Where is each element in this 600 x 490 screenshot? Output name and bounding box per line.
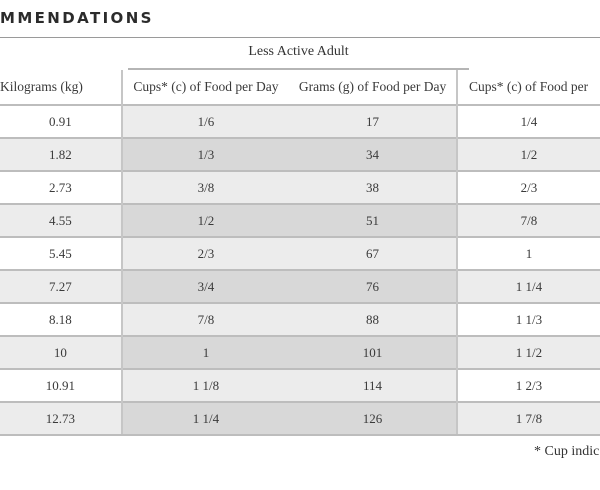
kilograms-cell: 10.91 xyxy=(0,368,122,402)
cups-next-cell: 1 1/2 xyxy=(455,335,600,369)
feeding-table: Kilograms (kg) Cups* (c) of Food per Day… xyxy=(0,70,600,436)
footnote: * Cup indic xyxy=(534,444,600,459)
kilograms-cell: 0.91 xyxy=(0,104,122,138)
grams-cell: 114 xyxy=(289,368,457,402)
section-heading: MMENDATIONS xyxy=(0,9,154,27)
kilograms-cell: 10 xyxy=(0,335,122,369)
cups-cell: 7/8 xyxy=(120,302,290,336)
table-row: 10.91 1 1/8 114 1 2/3 xyxy=(0,368,600,402)
group-label-less-active-adult: Less Active Adult xyxy=(248,44,349,59)
cups-cell: 1/3 xyxy=(120,137,290,171)
cups-next-cell: 1 1/3 xyxy=(455,302,600,336)
table-header-row: Kilograms (kg) Cups* (c) of Food per Day… xyxy=(0,70,600,105)
cups-cell: 1 1/8 xyxy=(120,368,290,402)
header-kilograms: Kilograms (kg) xyxy=(0,79,83,94)
cups-cell: 1/6 xyxy=(120,104,290,138)
table-row: 4.55 1/2 51 7/8 xyxy=(0,203,600,237)
grams-cell: 126 xyxy=(289,401,457,436)
group-underline xyxy=(128,68,469,70)
cups-cell: 3/8 xyxy=(120,170,290,204)
cups-next-cell: 1 xyxy=(455,236,600,270)
cups-cell: 1/2 xyxy=(120,203,290,237)
kilograms-cell: 7.27 xyxy=(0,269,122,303)
header-cups-per-day-next-group: Cups* (c) of Food per xyxy=(455,70,600,105)
grams-cell: 17 xyxy=(289,104,457,138)
table-row: 7.27 3/4 76 1 1/4 xyxy=(0,269,600,303)
grams-cell: 38 xyxy=(289,170,457,204)
cups-cell: 1 1/4 xyxy=(120,401,290,436)
cups-next-cell: 1/4 xyxy=(455,104,600,138)
table-row: 2.73 3/8 38 2/3 xyxy=(0,170,600,204)
grams-cell: 88 xyxy=(289,302,457,336)
grams-cell: 34 xyxy=(289,137,457,171)
cups-next-cell: 1 2/3 xyxy=(455,368,600,402)
grams-cell: 76 xyxy=(289,269,457,303)
table-row: 10 1 101 1 1/2 xyxy=(0,335,600,369)
kilograms-cell: 12.73 xyxy=(0,401,122,436)
table-row: 0.91 1/6 17 1/4 xyxy=(0,104,600,138)
table-row: 5.45 2/3 67 1 xyxy=(0,236,600,270)
kilograms-cell: 1.82 xyxy=(0,137,122,171)
table-row: 12.73 1 1/4 126 1 7/8 xyxy=(0,401,600,436)
cups-next-cell: 1 1/4 xyxy=(455,269,600,303)
grams-cell: 67 xyxy=(289,236,457,270)
kilograms-cell: 5.45 xyxy=(0,236,122,270)
cups-next-cell: 7/8 xyxy=(455,203,600,237)
table-row: 1.82 1/3 34 1/2 xyxy=(0,137,600,171)
header-cups-per-day: Cups* (c) of Food per Day xyxy=(120,70,290,105)
cups-cell: 3/4 xyxy=(120,269,290,303)
grams-cell: 101 xyxy=(289,335,457,369)
table-row: 8.18 7/8 88 1 1/3 xyxy=(0,302,600,336)
top-divider xyxy=(0,37,600,38)
cups-next-cell: 1/2 xyxy=(455,137,600,171)
cups-cell: 1 xyxy=(120,335,290,369)
grams-cell: 51 xyxy=(289,203,457,237)
cups-cell: 2/3 xyxy=(120,236,290,270)
header-grams-per-day: Grams (g) of Food per Day xyxy=(298,79,447,94)
kilograms-cell: 2.73 xyxy=(0,170,122,204)
kilograms-cell: 4.55 xyxy=(0,203,122,237)
kilograms-cell: 8.18 xyxy=(0,302,122,336)
cups-next-cell: 2/3 xyxy=(455,170,600,204)
cups-next-cell: 1 7/8 xyxy=(455,401,600,436)
